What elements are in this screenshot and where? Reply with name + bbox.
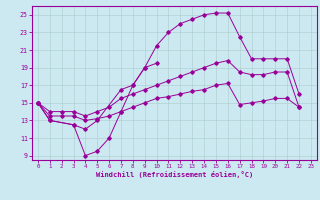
X-axis label: Windchill (Refroidissement éolien,°C): Windchill (Refroidissement éolien,°C) bbox=[96, 171, 253, 178]
